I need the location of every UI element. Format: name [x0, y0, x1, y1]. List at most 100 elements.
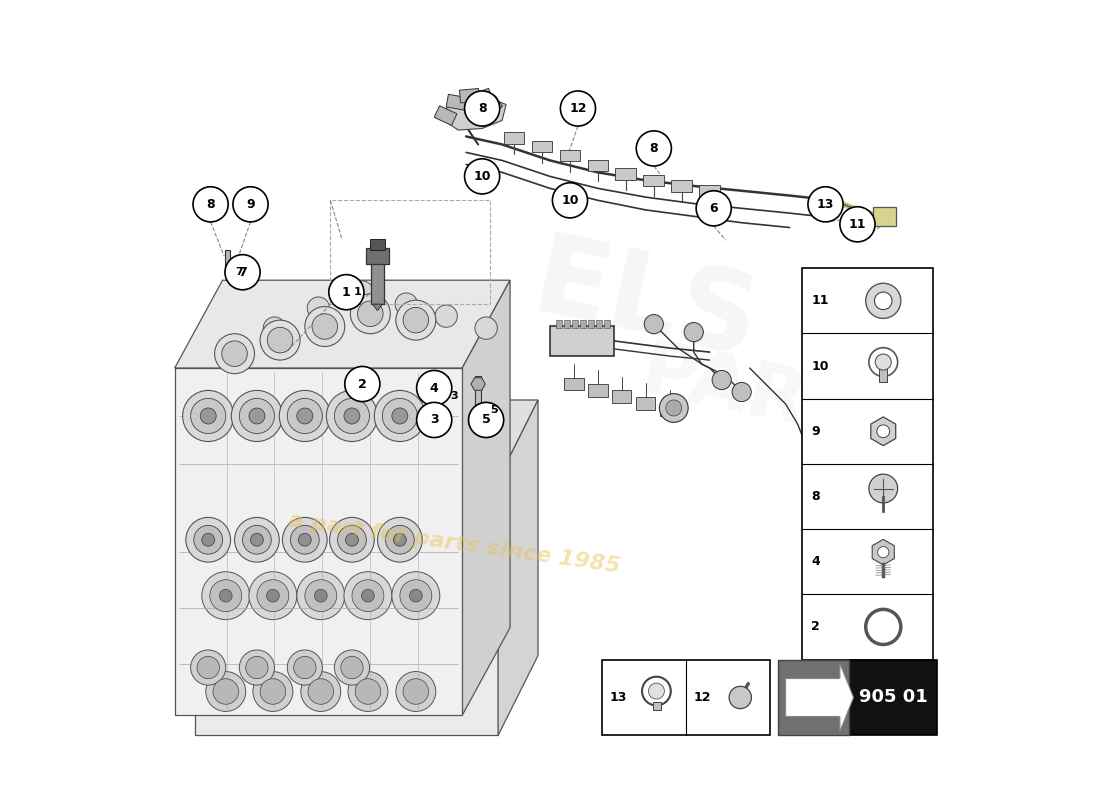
Text: 9: 9: [246, 198, 255, 211]
Bar: [434, 378, 446, 392]
Circle shape: [464, 159, 499, 194]
Bar: [480, 96, 503, 118]
Circle shape: [308, 678, 333, 704]
Circle shape: [392, 408, 408, 424]
Text: 6: 6: [710, 202, 718, 215]
Bar: [778, 659, 849, 735]
Text: 4: 4: [811, 555, 819, 568]
Circle shape: [194, 526, 222, 554]
Bar: [873, 206, 895, 226]
Text: 10: 10: [561, 194, 579, 207]
Polygon shape: [373, 304, 383, 310]
Circle shape: [417, 370, 452, 406]
Bar: [587, 160, 608, 170]
Circle shape: [312, 314, 338, 339]
Circle shape: [464, 91, 499, 126]
Circle shape: [297, 408, 312, 424]
Circle shape: [186, 518, 231, 562]
Text: ELS: ELS: [524, 228, 768, 380]
Bar: [636, 397, 656, 410]
Circle shape: [287, 650, 322, 685]
Circle shape: [552, 182, 587, 218]
Circle shape: [260, 678, 286, 704]
Bar: [371, 260, 384, 304]
Circle shape: [213, 678, 239, 704]
Circle shape: [219, 337, 242, 359]
Bar: [653, 702, 661, 710]
Circle shape: [249, 572, 297, 620]
Circle shape: [234, 518, 279, 562]
Bar: [581, 320, 586, 328]
Circle shape: [394, 534, 406, 546]
Circle shape: [396, 671, 436, 711]
Bar: [700, 185, 720, 196]
Circle shape: [231, 390, 283, 442]
Polygon shape: [438, 97, 506, 130]
Circle shape: [219, 590, 232, 602]
Text: 1: 1: [353, 287, 361, 297]
Circle shape: [287, 398, 322, 434]
Bar: [602, 659, 770, 735]
Bar: [671, 180, 692, 191]
Circle shape: [351, 281, 374, 303]
Circle shape: [729, 686, 751, 709]
Circle shape: [290, 526, 319, 554]
Polygon shape: [498, 400, 538, 735]
Text: 8: 8: [649, 142, 658, 155]
Circle shape: [355, 678, 381, 704]
Circle shape: [183, 390, 233, 442]
Text: 3: 3: [430, 414, 439, 426]
Circle shape: [305, 306, 344, 346]
Circle shape: [200, 408, 217, 424]
Circle shape: [403, 678, 429, 704]
Circle shape: [214, 334, 254, 374]
Text: 1: 1: [342, 286, 351, 298]
Bar: [596, 320, 602, 328]
Circle shape: [315, 590, 327, 602]
Circle shape: [327, 390, 377, 442]
Text: 8: 8: [207, 198, 215, 211]
Circle shape: [226, 254, 260, 290]
Circle shape: [253, 671, 293, 711]
Text: 9: 9: [811, 425, 819, 438]
Circle shape: [334, 650, 370, 685]
Text: 5: 5: [491, 405, 497, 414]
Polygon shape: [871, 417, 895, 446]
Bar: [660, 403, 680, 416]
Circle shape: [866, 283, 901, 318]
Circle shape: [866, 610, 901, 645]
Polygon shape: [471, 378, 485, 390]
Bar: [460, 89, 480, 103]
Polygon shape: [226, 250, 238, 272]
Circle shape: [266, 590, 279, 602]
Circle shape: [341, 656, 363, 678]
Bar: [604, 320, 609, 328]
Circle shape: [348, 671, 388, 711]
Circle shape: [383, 398, 417, 434]
Text: 10: 10: [811, 359, 828, 373]
Circle shape: [297, 572, 344, 620]
Text: 2: 2: [811, 621, 819, 634]
Circle shape: [240, 398, 275, 434]
Text: PARTS: PARTS: [634, 336, 914, 464]
Circle shape: [877, 425, 890, 438]
Circle shape: [417, 402, 452, 438]
Bar: [879, 370, 888, 382]
Bar: [550, 326, 614, 356]
Circle shape: [403, 307, 429, 333]
Text: 12: 12: [694, 691, 712, 704]
Circle shape: [298, 534, 311, 546]
Circle shape: [190, 650, 226, 685]
Bar: [572, 320, 578, 328]
Circle shape: [257, 580, 289, 612]
Circle shape: [242, 526, 272, 554]
Circle shape: [395, 293, 417, 315]
Circle shape: [305, 580, 337, 612]
Circle shape: [392, 572, 440, 620]
Circle shape: [469, 402, 504, 438]
Bar: [371, 238, 385, 250]
Text: 12: 12: [569, 102, 586, 115]
Circle shape: [396, 300, 436, 340]
Circle shape: [869, 348, 898, 377]
Circle shape: [733, 382, 751, 402]
